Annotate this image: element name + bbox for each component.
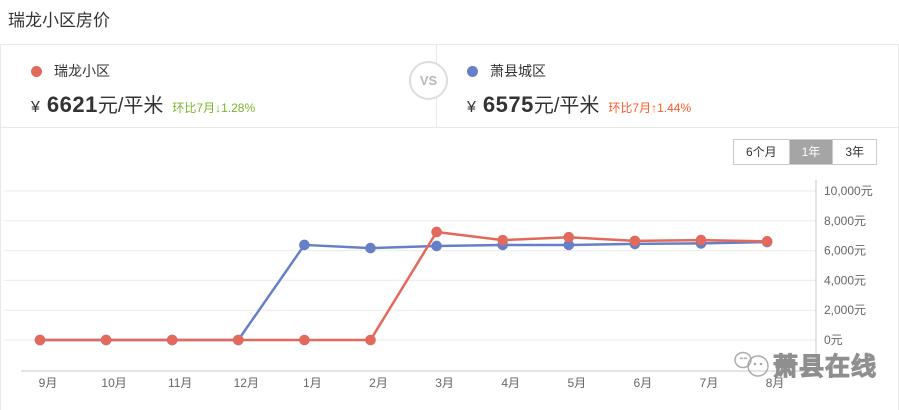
data-point-s0-5[interactable] [365, 334, 376, 346]
y-axis-tick-label: 2,000元 [824, 303, 866, 317]
data-point-s1-6[interactable] [431, 240, 442, 252]
data-point-s0-11[interactable] [761, 236, 773, 247]
right-month-change: 环比7月↑1.44% [608, 101, 692, 115]
data-point-s0-2[interactable] [166, 334, 178, 346]
y-axis-tick-label: 4,000元 [824, 273, 866, 287]
range-tab-0[interactable]: 6个月 [733, 140, 789, 164]
x-axis-tick-label: 12月 [234, 376, 259, 390]
range-tab-group: 6个月 1年 3年 [732, 139, 877, 165]
x-axis-tick-label: 8月 [766, 376, 785, 390]
right-series-dot [467, 65, 478, 77]
x-axis-tick-label: 3月 [435, 376, 454, 390]
x-axis-tick-label: 5月 [567, 376, 586, 390]
y-axis-tick-label: 10,000元 [824, 184, 873, 198]
x-axis-tick-label: 10月 [101, 376, 126, 390]
series-line-1 [38, 240, 769, 342]
watermark: 萧县在线 [731, 347, 877, 383]
series-row-left: 瑞龙小区 [31, 61, 436, 81]
x-axis-tick-label: 7月 [700, 376, 719, 390]
x-axis-tick-label: 6月 [634, 376, 653, 390]
data-point-s0-10[interactable] [695, 234, 707, 246]
right-price-unit: 元/平米 [533, 95, 600, 117]
series-row-right: 萧县城区 [467, 61, 898, 81]
data-point-s0-3[interactable] [233, 334, 244, 346]
x-axis-tick-label: 9月 [39, 376, 58, 390]
x-axis-tick-label: 2月 [369, 376, 388, 390]
watermark-logo-icon [734, 351, 769, 377]
right-currency-symbol: ¥ [467, 99, 476, 116]
price-row-right: ¥ 6575 元/平米 环比7月↑1.44% [467, 89, 898, 118]
y-axis-tick-label: 6,000元 [824, 244, 866, 258]
data-point-s1-5[interactable] [365, 242, 376, 254]
y-axis-tick-label: 8,000元 [824, 214, 866, 228]
x-axis-tick-label: 1月 [303, 376, 322, 390]
range-tab-2[interactable]: 3年 [832, 140, 876, 164]
data-point-s0-8[interactable] [563, 231, 575, 243]
y-axis-tick-label: 0元 [824, 333, 843, 347]
left-month-change: 环比7月↓1.28% [172, 101, 256, 115]
page-title: 瑞龙小区房价 [8, 11, 110, 30]
left-currency-symbol: ¥ [31, 99, 40, 116]
left-series-dot [31, 65, 42, 77]
right-series-name: 萧县城区 [490, 63, 546, 79]
x-axis-tick-label: 4月 [501, 376, 520, 390]
right-price-value: 6575 [482, 92, 534, 117]
data-point-s0-1[interactable] [100, 334, 112, 346]
data-point-s0-6[interactable] [431, 226, 442, 238]
left-price-unit: 元/平米 [97, 95, 164, 117]
x-axis-tick-label: 11月 [168, 376, 192, 390]
data-point-s0-7[interactable] [497, 234, 509, 246]
data-point-s0-4[interactable] [299, 334, 310, 346]
compare-panel: 瑞龙小区 ¥ 6621 元/平米 环比7月↓1.28% 萧县城区 ¥ 6575 … [0, 44, 899, 128]
vs-badge: VS [409, 61, 448, 100]
data-point-s1-8[interactable] [563, 239, 575, 251]
data-point-s0-9[interactable] [629, 235, 641, 247]
left-price-value: 6621 [46, 92, 98, 117]
watermark-text: 萧县在线 [772, 353, 878, 382]
price-trend-chart[interactable]: 0元 2,000元 4,000元 6,000元 8,000元 10,000元 9月 10月 11… [0, 160, 899, 410]
compare-card-left: 瑞龙小区 ¥ 6621 元/平米 环比7月↓1.28% [1, 45, 437, 127]
price-row-left: ¥ 6621 元/平米 环比7月↓1.28% [31, 89, 436, 118]
compare-card-right: 萧县城区 ¥ 6575 元/平米 环比7月↑1.44% [437, 45, 898, 127]
data-point-s0-0[interactable] [34, 334, 46, 346]
range-tab-1[interactable]: 1年 [788, 140, 833, 164]
data-point-s1-4[interactable] [299, 239, 310, 251]
series-line-0 [38, 230, 769, 342]
left-series-name: 瑞龙小区 [54, 63, 110, 79]
